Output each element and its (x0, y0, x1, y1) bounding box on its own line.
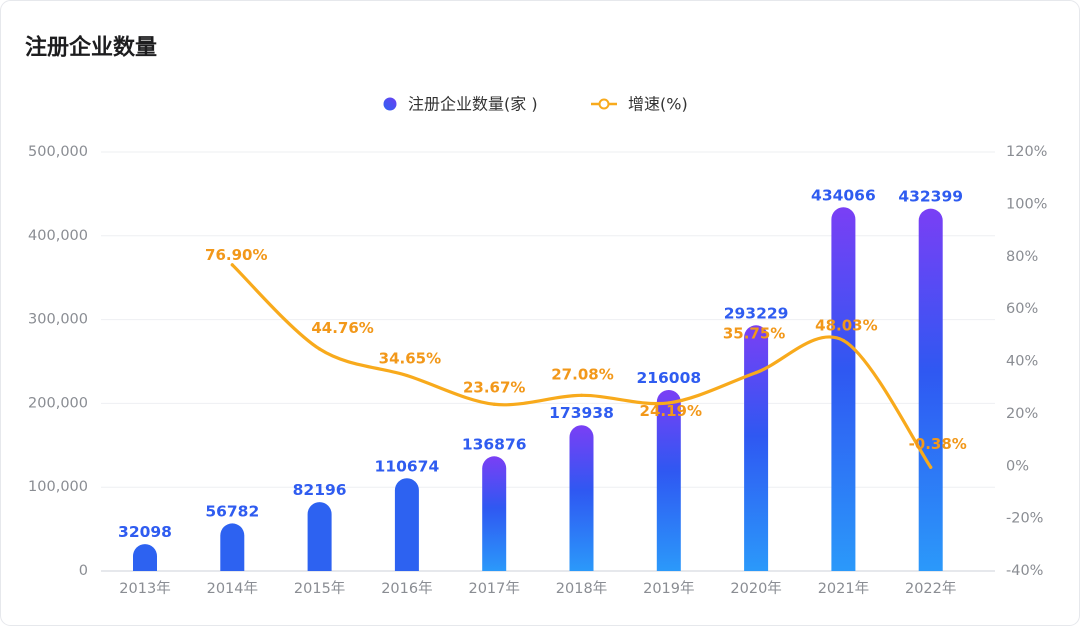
line-point-2017 (492, 402, 496, 406)
bar-2015 (307, 502, 332, 571)
bar-label-2014: 56782 (205, 502, 259, 520)
x-tick-label: 2019年 (643, 580, 694, 597)
y-right-tick-label: -40% (1006, 563, 1043, 579)
y-left-tick-label: 0 (79, 563, 88, 579)
y-right-tick-label: 60% (1006, 301, 1038, 317)
legend-label-enterprises: 注册企业数量(家 ) (408, 95, 538, 114)
bar-label-2018: 173938 (549, 404, 614, 422)
y-axis-right: -40% -20% 0% 20% 40% 60% 80% 100% 120% (1006, 144, 1047, 579)
x-tick-label: 2020年 (730, 580, 781, 597)
bar-label-2022: 432399 (898, 188, 963, 206)
bar-label-2015: 82196 (293, 481, 347, 499)
y-left-tick-label: 300,000 (28, 312, 88, 328)
legend-dot-icon (598, 98, 610, 110)
line-label-2017: 23.67% (463, 378, 525, 396)
line-point-2014 (230, 263, 234, 267)
bar-label-2017: 136876 (462, 435, 527, 453)
y-left-tick-label: 500,000 (28, 144, 88, 160)
legend-item-enterprises: 注册企业数量(家 ) (383, 95, 538, 114)
growth-line-series (230, 263, 933, 469)
y-right-tick-label: 0% (1006, 458, 1029, 474)
y-left-tick-label: 400,000 (28, 228, 88, 244)
line-label-2018: 27.08% (551, 365, 613, 383)
line-label-2016: 34.65% (379, 350, 441, 368)
bar-2020 (744, 325, 769, 571)
x-tick-label: 2022年 (905, 580, 956, 597)
bar-2016 (394, 478, 419, 571)
line-label-2019: 24.19% (640, 402, 702, 420)
x-tick-label: 2013年 (119, 580, 170, 597)
x-tick-label: 2021年 (818, 580, 869, 597)
line-point-2018 (579, 393, 584, 397)
y-right-tick-label: 100% (1006, 196, 1047, 212)
y-axis-left: 0 100,000 200,000 300,000 400,000 500,000 (28, 144, 88, 579)
bar-label-2021: 434066 (811, 186, 876, 204)
x-tick-label: 2015年 (294, 580, 345, 597)
y-right-tick-label: -20% (1006, 511, 1043, 527)
legend: 注册企业数量(家 ) 增速(%) (383, 95, 688, 114)
y-right-tick-label: 20% (1006, 406, 1038, 422)
bar-2018 (569, 425, 594, 571)
line-label-2020: 35.75% (723, 325, 785, 343)
line-point-2020 (754, 371, 758, 375)
bar-2013 (133, 544, 157, 571)
line-label-2021: 48.03% (815, 316, 877, 334)
x-tick-label: 2014年 (207, 580, 258, 597)
legend-item-growth: 增速(%) (591, 95, 688, 114)
y-right-tick-label: 40% (1006, 354, 1038, 370)
bar-data-labels: 32098 56782 82196 110674 136876 173938 216008 2… (118, 186, 963, 541)
bar-2014 (220, 523, 245, 571)
line-point-2016 (405, 373, 409, 378)
legend-bar-swatch-icon (383, 97, 397, 111)
legend-label-growth: 增速(%) (628, 95, 688, 114)
x-axis: 2013年 2014年 2015年 2016年 2017年 2018年 2019年 2020年… (119, 580, 956, 597)
line-data-labels: 76.90% 44.76% 34.65% 23.67% 27.08% 24.19% 35.7… (205, 246, 967, 453)
bar-2019 (656, 389, 681, 571)
y-right-tick-label: 80% (1006, 249, 1038, 265)
line-label-2015: 44.76% (311, 319, 373, 337)
line-point-2022 (929, 465, 933, 469)
line-label-2022: -0.38% (909, 435, 967, 453)
line-point-2015 (318, 347, 322, 351)
y-left-tick-label: 100,000 (28, 479, 88, 495)
x-tick-label: 2018年 (556, 580, 607, 597)
bar-2021 (831, 207, 856, 571)
line-point-2019 (667, 401, 671, 405)
bar-2017 (482, 456, 507, 571)
bar-label-2013: 32098 (118, 523, 172, 541)
x-tick-label: 2016年 (381, 580, 432, 597)
y-right-tick-label: 120% (1006, 144, 1047, 160)
bar-label-2016: 110674 (375, 457, 440, 475)
line-point-2021 (841, 338, 846, 343)
y-left-tick-label: 200,000 (28, 395, 88, 411)
bar-label-2020: 293229 (724, 304, 789, 322)
bar-2022 (918, 208, 943, 571)
bar-label-2019: 216008 (636, 369, 701, 387)
chart-title: 注册企业数量 (25, 35, 157, 61)
x-tick-label: 2017年 (468, 580, 519, 597)
line-label-2014: 76.90% (205, 246, 267, 264)
bar-series (133, 207, 943, 571)
